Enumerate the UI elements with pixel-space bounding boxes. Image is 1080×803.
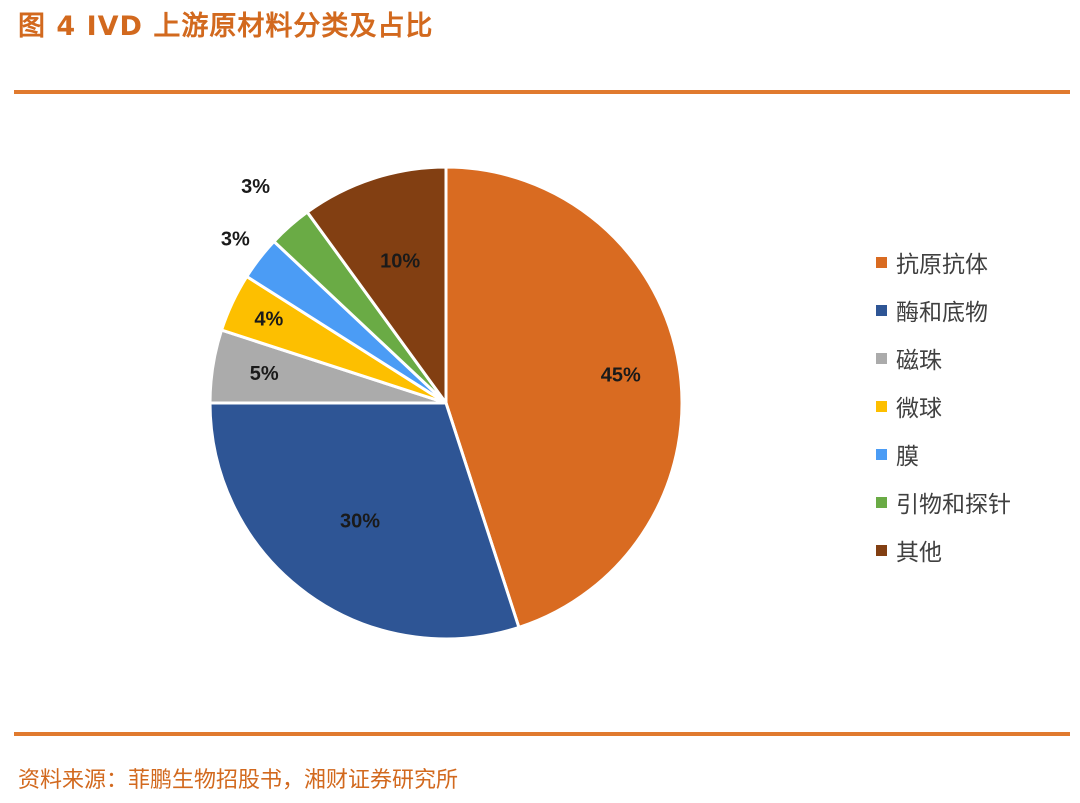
pie-slice-2 <box>208 401 521 641</box>
data-label-6: 3% <box>241 176 270 198</box>
legend-label: 膜 <box>896 444 919 470</box>
legend-swatch <box>876 304 887 316</box>
pie-slice-1 <box>444 165 684 629</box>
legend-item-5: 膜 <box>876 430 1011 478</box>
pie-slices <box>208 165 684 641</box>
legend-item-6: 引物和探针 <box>876 478 1011 526</box>
legend-label: 其他 <box>896 540 942 566</box>
legend-item-1: 抗原抗体 <box>876 238 1011 286</box>
data-label-7: 10% <box>380 251 420 273</box>
legend-item-7: 其他 <box>876 526 1011 574</box>
data-label-5: 3% <box>221 229 250 251</box>
data-label-4: 4% <box>254 309 283 331</box>
legend-swatch <box>876 496 887 508</box>
legend-label: 磁珠 <box>896 348 942 374</box>
legend-swatch <box>876 448 887 460</box>
data-label-3: 5% <box>250 363 279 385</box>
legend-swatch <box>876 352 887 364</box>
legend-swatch <box>876 256 887 268</box>
legend-label: 引物和探针 <box>896 492 1011 518</box>
legend-swatch <box>876 400 887 412</box>
pie-data-labels: 45% 30% 5% 4% 3% 3% 10% <box>221 176 641 532</box>
legend-swatch <box>876 544 887 556</box>
figure-title: 图 4 IVD 上游原材料分类及占比 <box>18 11 434 42</box>
legend-label: 微球 <box>896 396 942 422</box>
data-label-1: 45% <box>601 364 641 386</box>
legend-item-4: 微球 <box>876 382 1011 430</box>
source-divider <box>14 732 1070 736</box>
legend-label: 酶和底物 <box>896 300 988 326</box>
title-divider <box>14 90 1070 94</box>
legend-label: 抗原抗体 <box>896 252 988 278</box>
legend-item-2: 酶和底物 <box>876 286 1011 334</box>
legend-item-3: 磁珠 <box>876 334 1011 382</box>
chart-legend: 抗原抗体酶和底物磁珠微球膜引物和探针其他 <box>876 238 1011 574</box>
source-note: 资料来源：菲鹏生物招股书，湘财证券研究所 <box>18 768 459 793</box>
data-label-2: 30% <box>340 510 380 532</box>
pie-slice-7 <box>305 165 448 405</box>
